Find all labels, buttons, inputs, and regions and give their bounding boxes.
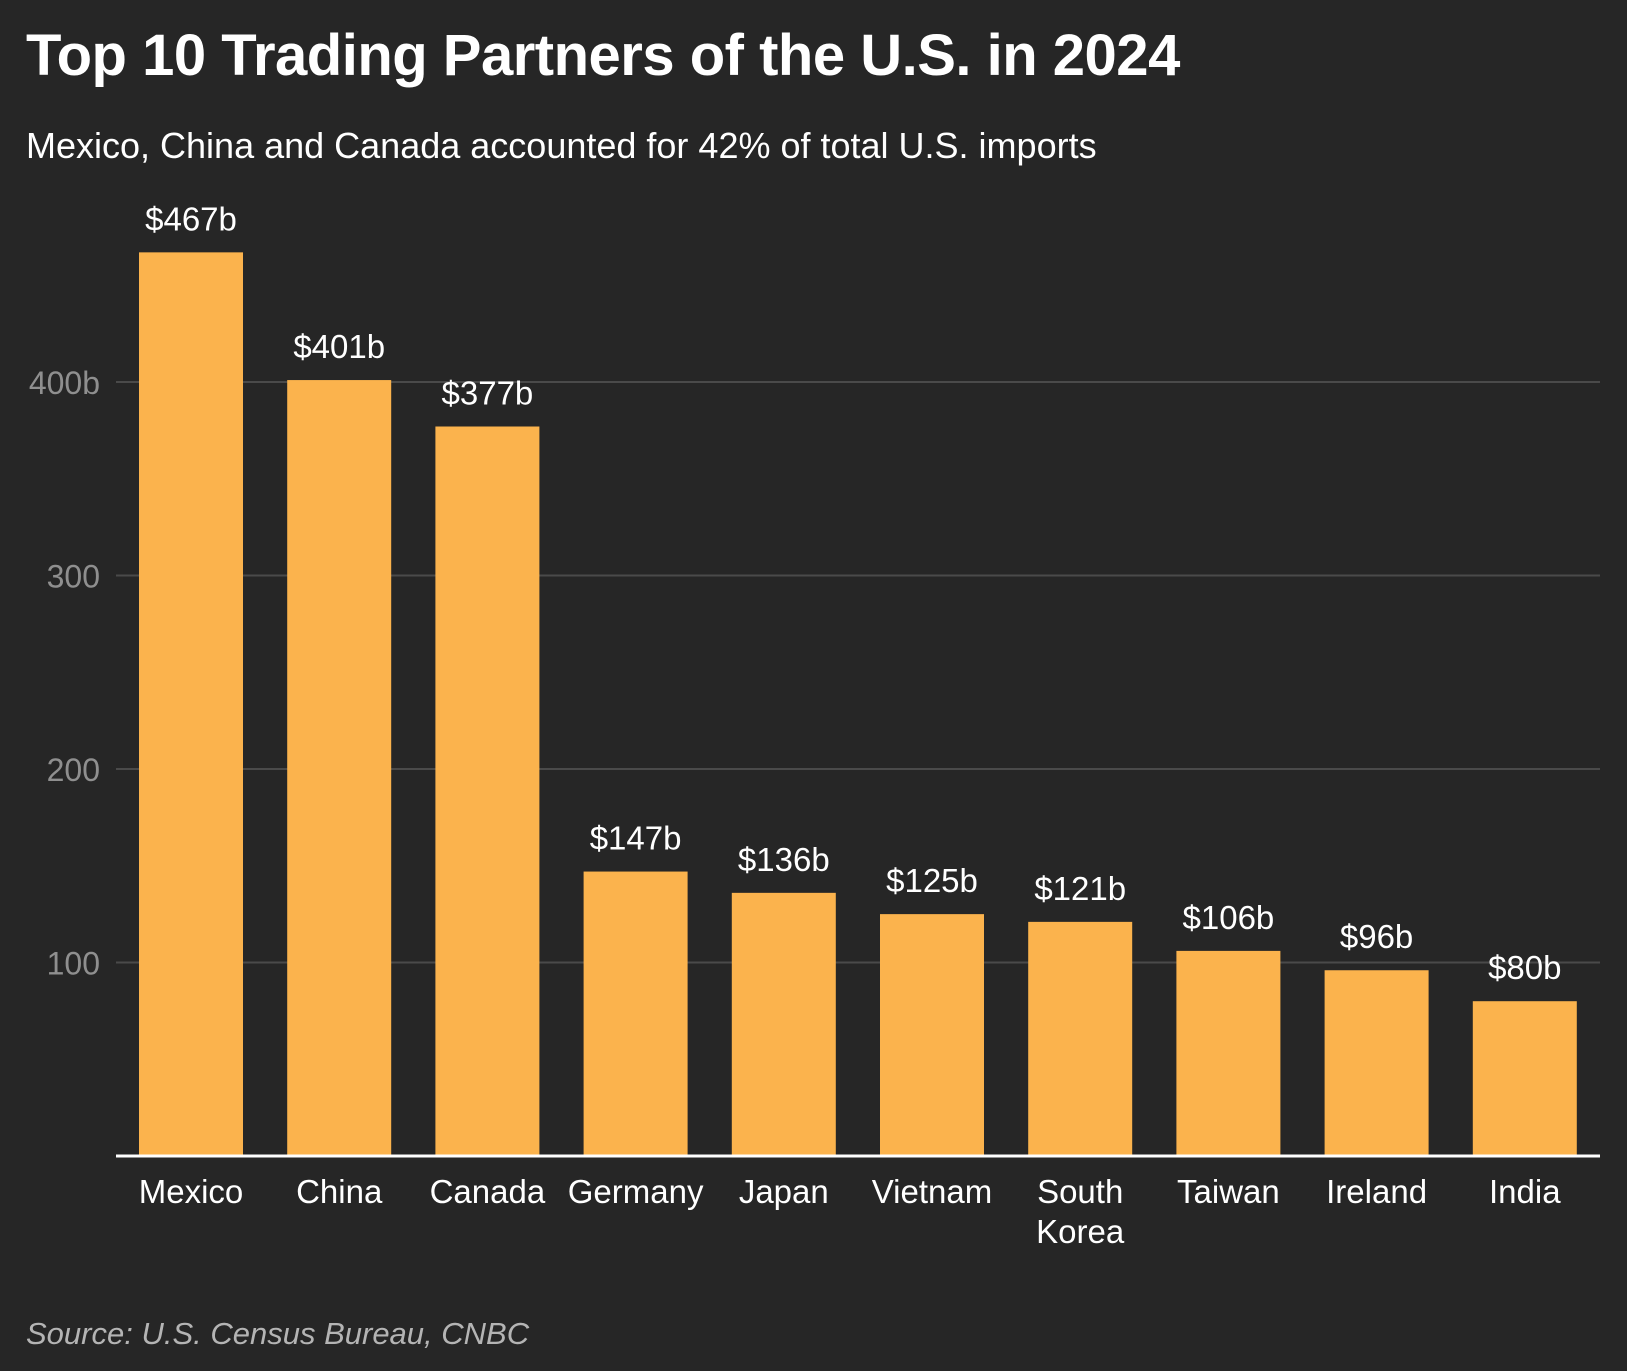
data-label: $147b (590, 820, 682, 857)
data-label: $121b (1034, 870, 1126, 907)
y-tick-label: 100 (47, 946, 100, 982)
y-tick-label: 200 (47, 752, 100, 788)
data-label: $467b (145, 200, 237, 237)
bar (139, 252, 243, 1157)
value-labels: $467b $401b $377b $147b $136b $125b $121b $106b… (145, 200, 1561, 986)
x-tick-label: Germany (568, 1173, 704, 1210)
data-label: $125b (886, 862, 978, 899)
bar (583, 871, 688, 1156)
bar (880, 914, 984, 1156)
x-tick-label: South Korea (1036, 1173, 1125, 1250)
bar (1472, 1001, 1577, 1156)
data-label: $96b (1340, 918, 1413, 955)
x-tick-label: Ireland (1326, 1173, 1427, 1210)
bars (139, 252, 1577, 1157)
x-tick-label: Canada (430, 1173, 546, 1210)
data-label: $136b (738, 841, 830, 878)
bar (287, 380, 392, 1156)
data-label: $106b (1183, 899, 1275, 936)
x-tick-label: Taiwan (1177, 1173, 1280, 1210)
bar (1176, 950, 1281, 1156)
bar (435, 426, 540, 1156)
y-tick-label: 300 (47, 559, 100, 595)
y-tick-label: 400b (29, 365, 100, 401)
chart-subtitle: Mexico, China and Canada accounted for 4… (26, 125, 1097, 166)
bar (731, 892, 836, 1156)
x-tick-label: Mexico (139, 1173, 244, 1210)
axes: 100 200 300 400b Mexico China Canada Germany Jap… (29, 365, 1600, 1250)
bar (1324, 970, 1429, 1156)
source-note: Source: U.S. Census Bureau, CNBC (26, 1316, 530, 1351)
data-label: $377b (442, 375, 534, 412)
data-label: $80b (1488, 949, 1561, 986)
chart-title: Top 10 Trading Partners of the U.S. in 2… (26, 23, 1180, 88)
x-tick-label: Vietnam (872, 1173, 992, 1210)
x-tick-label: India (1489, 1173, 1561, 1210)
x-tick-label: Japan (739, 1173, 829, 1210)
bar (1028, 921, 1133, 1156)
x-tick-label: China (296, 1173, 383, 1210)
data-label: $401b (293, 328, 385, 365)
